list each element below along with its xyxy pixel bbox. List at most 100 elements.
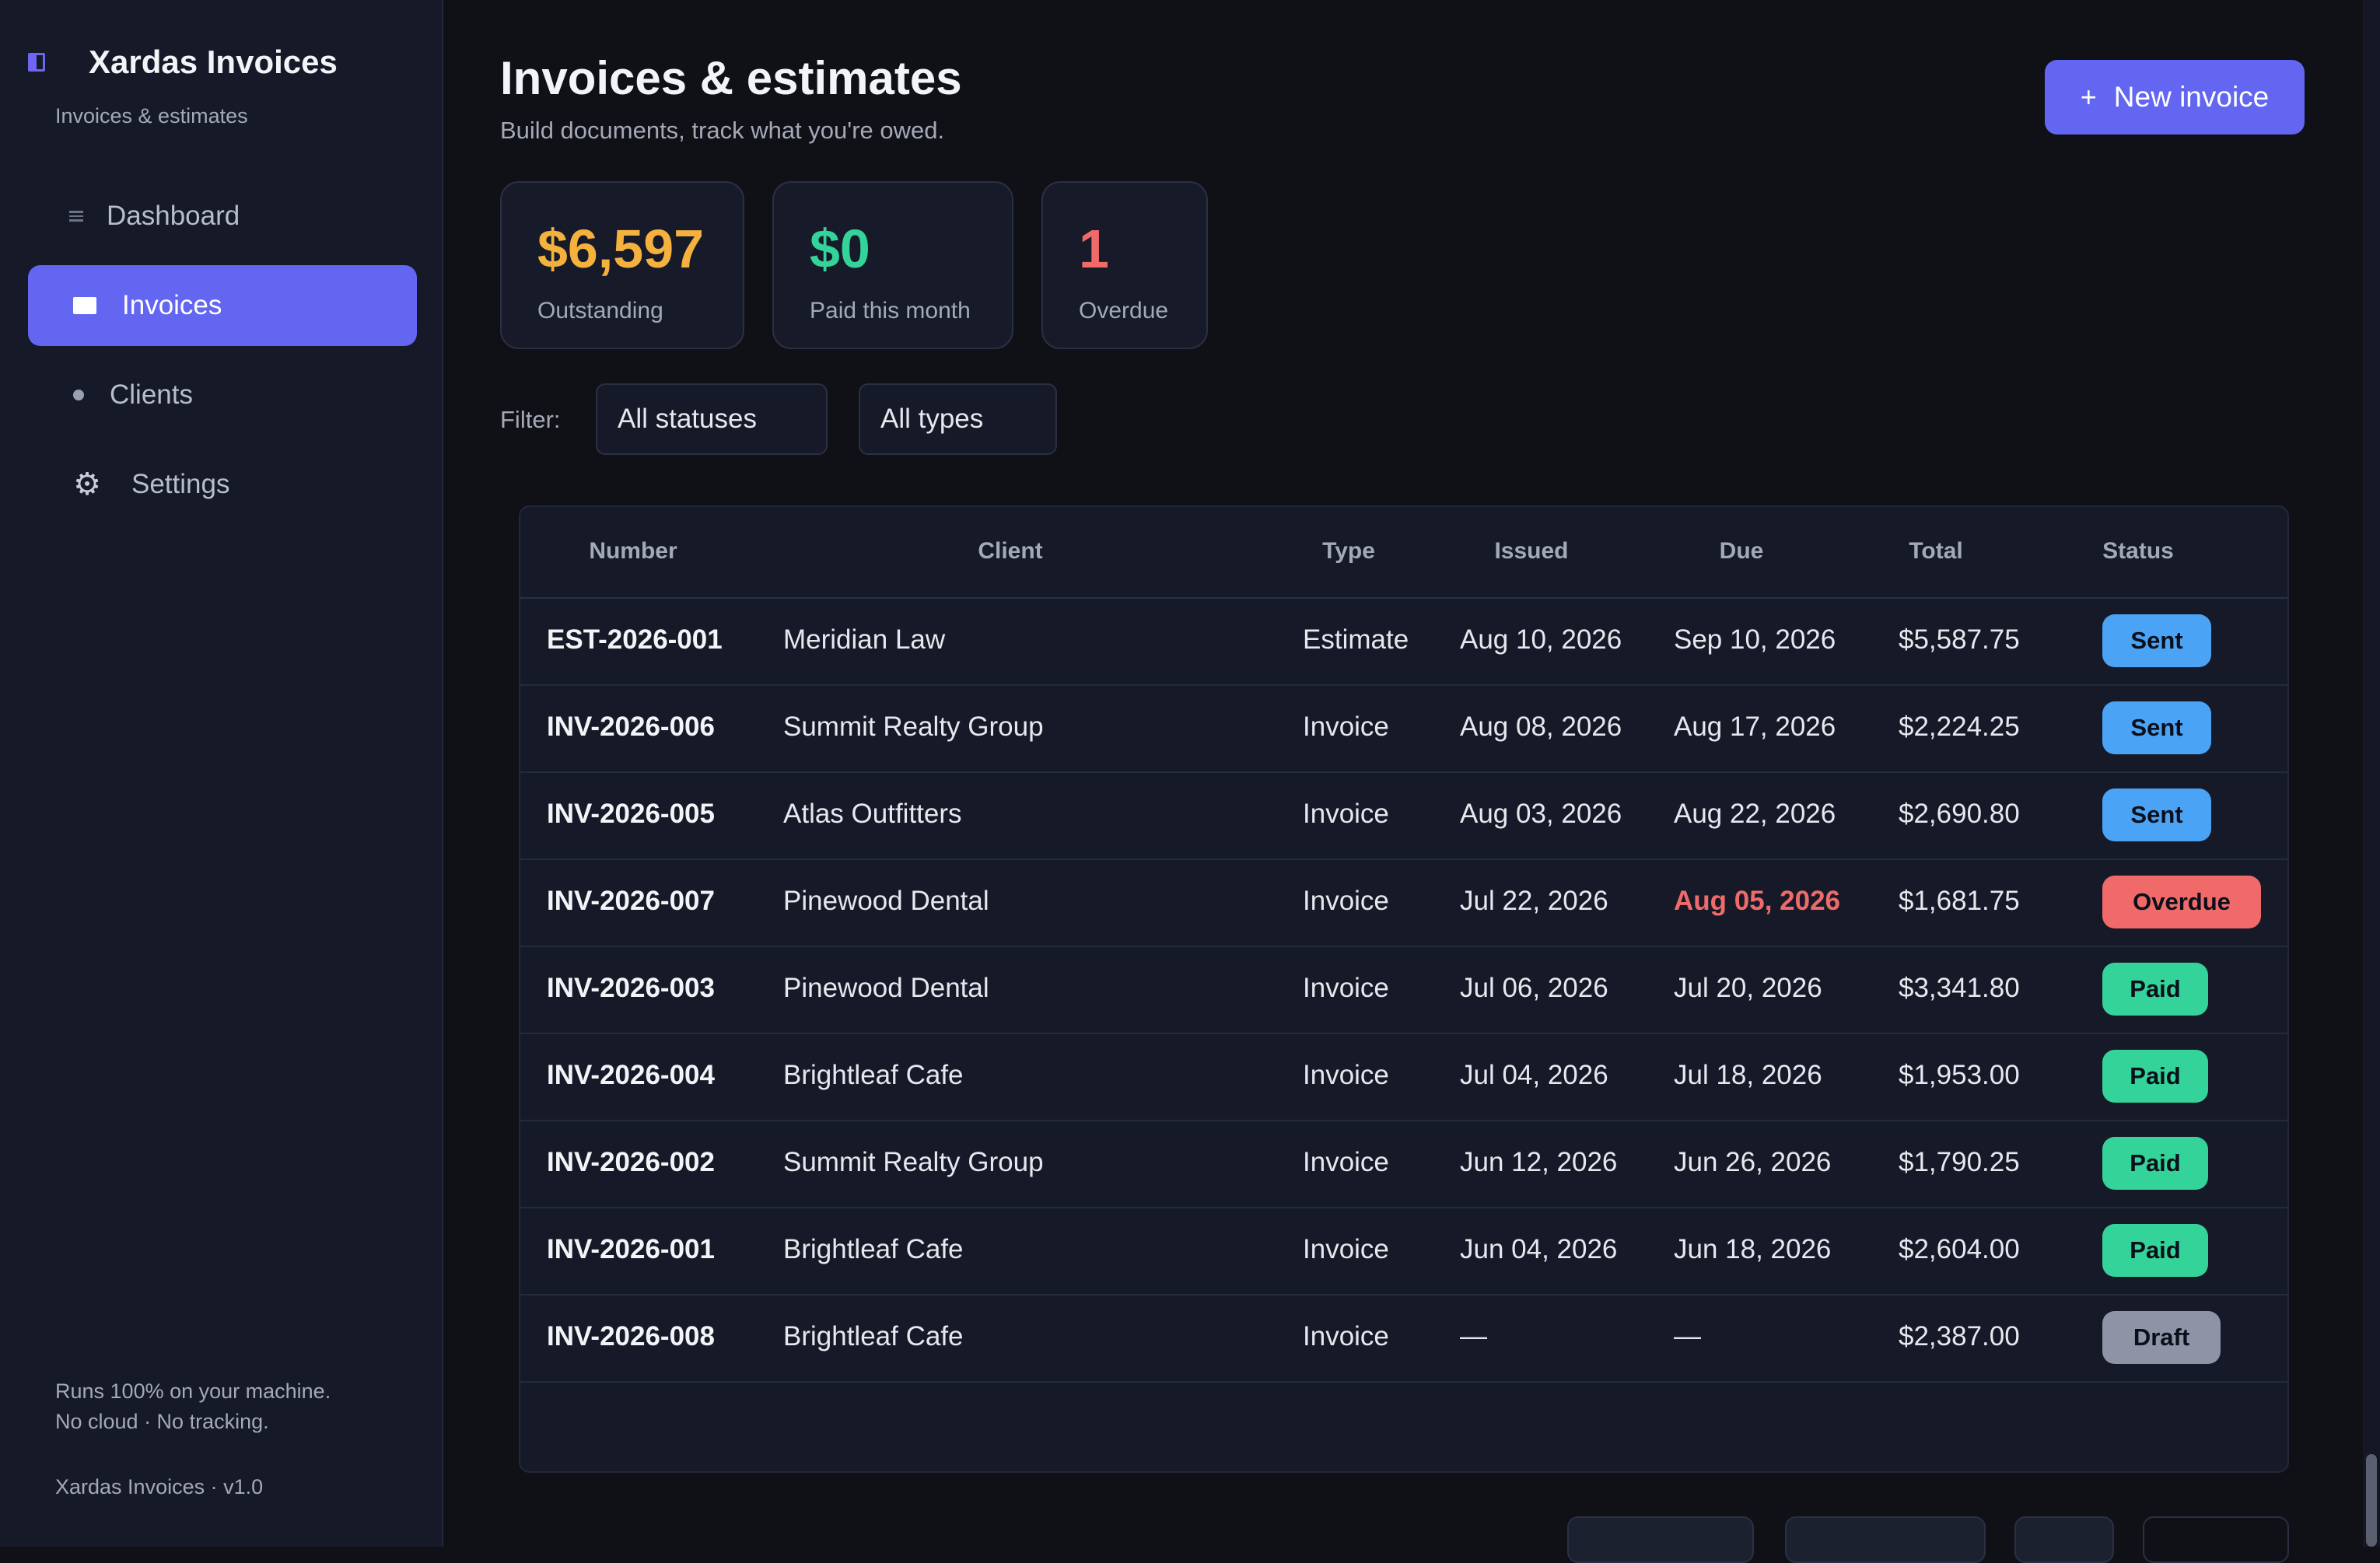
cell-total: $2,690.80: [1899, 799, 2020, 829]
sidebar-item-label: Invoices: [122, 290, 222, 320]
sidebar-item-clients[interactable]: Clients: [28, 355, 417, 435]
cell-issued: Jun 12, 2026: [1460, 1147, 1618, 1177]
footer-action-button[interactable]: [2143, 1516, 2289, 1563]
cell-client: Brightleaf Cafe: [783, 1234, 964, 1264]
cell-issued: Aug 08, 2026: [1460, 712, 1622, 742]
footer-action-button[interactable]: [1567, 1516, 1754, 1563]
cell-number: INV-2026-006: [547, 712, 715, 742]
table-header: Number Client Type Issued Due Total Stat…: [520, 507, 2287, 599]
type-filter-value: All types: [880, 404, 984, 434]
plus-icon: +: [2080, 81, 2097, 113]
cell-number: INV-2026-008: [547, 1321, 715, 1351]
sidebar-item-label: Dashboard: [107, 201, 240, 231]
invoice-icon: [73, 297, 96, 314]
cell-total: $3,341.80: [1899, 973, 2020, 1003]
logo-icon: [28, 53, 45, 72]
table-row[interactable]: INV-2026-001 Brightleaf Cafe Invoice Jun 04…: [520, 1207, 2287, 1296]
sidebar-item-label: Settings: [131, 469, 230, 499]
cell-client: Summit Realty Group: [783, 712, 1044, 742]
column-header-total[interactable]: Total: [1909, 538, 1963, 564]
cell-due: Jul 20, 2026: [1674, 973, 1822, 1003]
column-header-type[interactable]: Type: [1322, 538, 1375, 564]
cell-type: Invoice: [1303, 712, 1389, 742]
table-row[interactable]: INV-2026-004 Brightleaf Cafe Invoice Jul 04…: [520, 1033, 2287, 1121]
table-row[interactable]: INV-2026-008 Brightleaf Cafe Invoice — — $2,3…: [520, 1294, 2287, 1383]
status-badge: Paid: [2102, 963, 2208, 1016]
table-row[interactable]: INV-2026-006 Summit Realty Group Invoice Au…: [520, 684, 2287, 773]
cell-client: Summit Realty Group: [783, 1147, 1044, 1177]
table-row[interactable]: INV-2026-003 Pinewood Dental Invoice Jul 06…: [520, 946, 2287, 1034]
column-header-number[interactable]: Number: [589, 538, 677, 564]
table-row[interactable]: INV-2026-007 Pinewood Dental Invoice Jul 22…: [520, 858, 2287, 947]
cell-total: $2,387.00: [1899, 1321, 2020, 1351]
cell-number: INV-2026-004: [547, 1060, 715, 1090]
column-header-issued[interactable]: Issued: [1494, 538, 1569, 564]
sidebar-item-settings[interactable]: ⚙ Settings: [28, 444, 417, 525]
status-badge: Paid: [2102, 1224, 2208, 1277]
cell-due: Aug 05, 2026: [1674, 886, 1840, 916]
invoices-table: Number Client Type Issued Due Total Stat…: [519, 505, 2289, 1473]
new-invoice-label: New invoice: [2113, 81, 2270, 113]
cell-due: Jun 18, 2026: [1674, 1234, 1832, 1264]
cell-number: INV-2026-005: [547, 799, 715, 829]
table-row[interactable]: INV-2026-005 Atlas Outfitters Invoice Aug 0…: [520, 771, 2287, 860]
table-row[interactable]: EST-2026-001 Meridian Law Estimate Aug 10, …: [520, 597, 2287, 686]
type-filter-select[interactable]: All types: [859, 383, 1057, 455]
cell-total: $1,790.25: [1899, 1147, 2020, 1177]
cell-type: Invoice: [1303, 886, 1389, 916]
status-filter-value: All statuses: [618, 404, 757, 434]
cell-due: Aug 22, 2026: [1674, 799, 1836, 829]
column-header-status[interactable]: Status: [2102, 538, 2174, 564]
cell-type: Invoice: [1303, 973, 1389, 1003]
stat-label: Paid this month: [810, 298, 971, 323]
column-header-due[interactable]: Due: [1719, 538, 1764, 564]
cell-issued: Jul 04, 2026: [1460, 1060, 1608, 1090]
cell-due: Aug 17, 2026: [1674, 712, 1836, 742]
cell-client: Meridian Law: [783, 624, 946, 655]
status-badge: Paid: [2102, 1050, 2208, 1103]
stat-label: Outstanding: [537, 298, 663, 323]
sidebar-item-invoices[interactable]: Invoices: [28, 265, 417, 346]
footer-action-button[interactable]: [1785, 1516, 1986, 1563]
status-filter-select[interactable]: All statuses: [596, 383, 828, 455]
stat-paid-this-month: $0 Paid this month: [772, 181, 1013, 349]
cell-number: INV-2026-001: [547, 1234, 715, 1264]
cell-issued: Jul 22, 2026: [1460, 886, 1608, 916]
status-badge: Sent: [2102, 614, 2211, 667]
cell-type: Invoice: [1303, 1147, 1389, 1177]
cell-due: Jul 18, 2026: [1674, 1060, 1822, 1090]
cell-issued: Aug 10, 2026: [1460, 624, 1622, 655]
cell-total: $1,953.00: [1899, 1060, 2020, 1090]
cell-number: INV-2026-003: [547, 973, 715, 1003]
app-title: Xardas Invoices: [89, 44, 338, 80]
stat-value: $6,597: [537, 219, 705, 279]
table-row[interactable]: INV-2026-002 Summit Realty Group Invoice Ju…: [520, 1120, 2287, 1208]
scrollbar[interactable]: [2363, 0, 2380, 1547]
sidebar: Xardas Invoices Invoices & estimates Das…: [0, 0, 443, 1547]
version-label: Xardas Invoices · v1.0: [55, 1475, 264, 1498]
scrollbar-thumb[interactable]: [2366, 1454, 2377, 1547]
status-badge: Overdue: [2102, 876, 2261, 928]
dashboard-icon: [69, 211, 83, 222]
cell-client: Brightleaf Cafe: [783, 1321, 964, 1351]
footer-line-1: Runs 100% on your machine.: [55, 1379, 331, 1403]
footer-action-button[interactable]: [2014, 1516, 2114, 1563]
status-badge: Sent: [2102, 701, 2211, 754]
main-content: Invoices & estimates Build documents, tr…: [443, 0, 2380, 1563]
status-badge: Draft: [2102, 1311, 2221, 1364]
stat-value: $0: [810, 219, 870, 279]
filter-label: Filter:: [500, 406, 561, 433]
cell-issued: Jul 06, 2026: [1460, 973, 1608, 1003]
cell-due: —: [1674, 1321, 1701, 1351]
stat-overdue: 1 Overdue: [1041, 181, 1208, 349]
sidebar-item-dashboard[interactable]: Dashboard: [28, 176, 417, 257]
brand: Xardas Invoices: [28, 44, 338, 81]
status-badge: Paid: [2102, 1137, 2208, 1190]
cell-client: Pinewood Dental: [783, 973, 989, 1003]
cell-number: EST-2026-001: [547, 624, 723, 655]
cell-type: Invoice: [1303, 1234, 1389, 1264]
sidebar-footer-note: Runs 100% on your machine. No cloud · No…: [55, 1376, 331, 1437]
column-header-client[interactable]: Client: [978, 538, 1043, 564]
new-invoice-button[interactable]: + New invoice: [2045, 60, 2305, 135]
cell-number: INV-2026-002: [547, 1147, 715, 1177]
